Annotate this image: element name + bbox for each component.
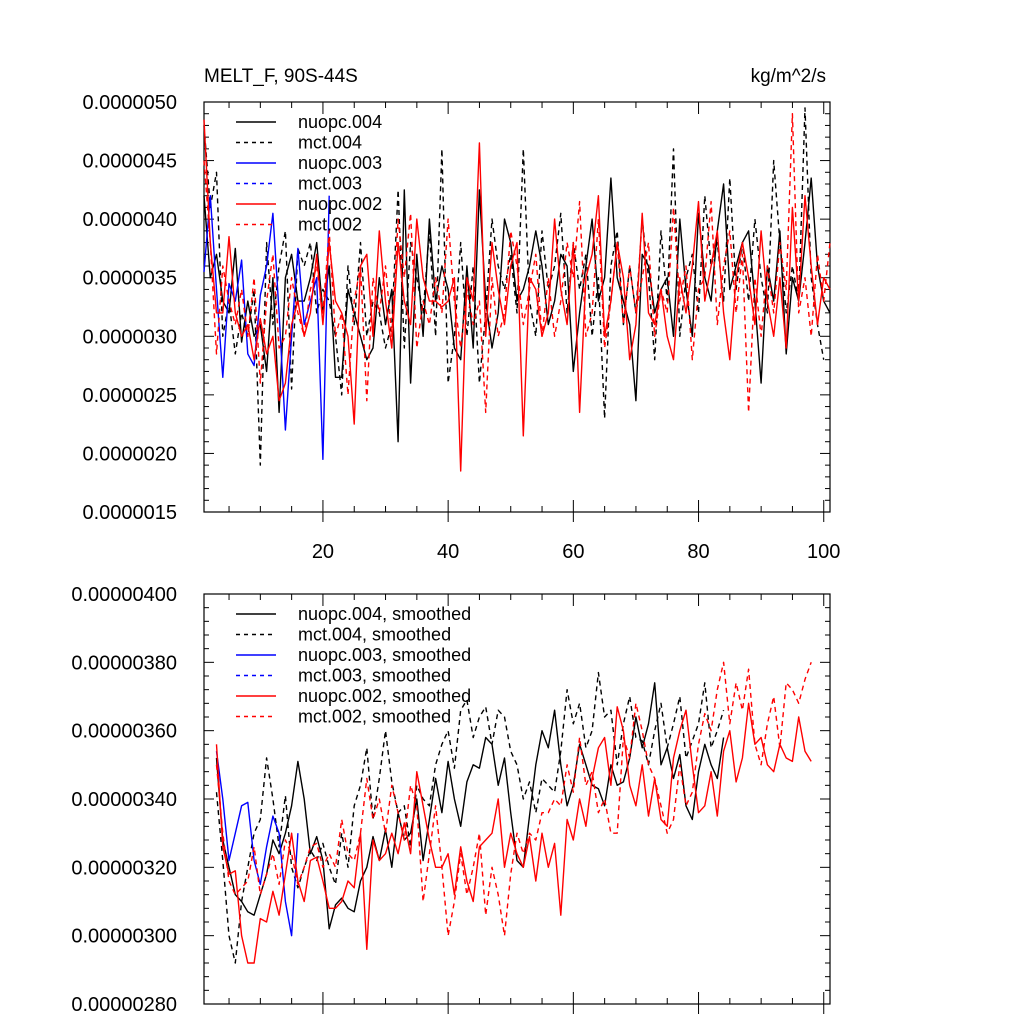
series-group [215, 661, 812, 964]
y-tick-label: 0.0000050 [82, 92, 177, 114]
x-tick-label: 60 [562, 541, 584, 563]
y-tick-label: 0.0000035 [82, 268, 177, 290]
series-group [203, 107, 831, 472]
y-tick-label: 0.0000020 [82, 443, 177, 465]
legend-label: mct.004 [298, 133, 362, 153]
legend-label: mct.004, smoothed [298, 625, 451, 645]
legend: nuopc.004mct.004nuopc.003mct.003nuopc.00… [236, 112, 382, 235]
series-line-nuopc-002-smoothed [215, 702, 812, 964]
x-tick-label: 20 [312, 541, 334, 563]
legend-label: nuopc.004, smoothed [298, 604, 471, 624]
legend-label: nuopc.002 [298, 194, 382, 214]
y-tick-label: 0.00000280 [71, 994, 177, 1016]
y-tick-label: 0.00000340 [71, 789, 177, 811]
series-line-mct-002 [203, 112, 831, 414]
legend-label: nuopc.002, smoothed [298, 686, 471, 706]
top-panel: MELT_F, 90S-44S kg/m^2/s 0.00000150.0000… [82, 66, 840, 563]
legend-label: mct.003, smoothed [298, 666, 451, 686]
bottom-panel: 0.00000280 0.00000300 0.00000320 0.00000340… [71, 584, 831, 1016]
series-line-mct-004 [203, 107, 825, 466]
series-line-nuopc-002 [203, 119, 831, 472]
y-tick-label: 0.0000025 [82, 385, 177, 407]
series-line-nuopc-004-smoothed [215, 682, 725, 930]
y-tick-label: 0.00000400 [71, 584, 177, 606]
axis-ticks [204, 593, 830, 1014]
x-tick-label: 100 [807, 541, 840, 563]
legend-label: mct.002 [298, 215, 362, 235]
y-tick-label: 0.0000015 [82, 502, 177, 524]
legend-label: mct.002, smoothed [298, 707, 451, 727]
series-line-nuopc-003-smoothed [215, 751, 299, 937]
y-tick-label: 0.0000045 [82, 151, 177, 173]
y-tick-label: 0.00000300 [71, 926, 177, 948]
legend-label: mct.003 [298, 174, 362, 194]
series-line-mct-002-smoothed [215, 661, 812, 937]
chart-units: kg/m^2/s [751, 66, 826, 87]
y-tick-label: 0.00000380 [71, 652, 177, 674]
legend-label: nuopc.004 [298, 112, 382, 132]
plot-frame [203, 101, 831, 513]
x-tick-label: 80 [687, 541, 709, 563]
tick-labels: 0.00000280 0.00000300 0.00000320 0.00000340… [71, 584, 177, 1016]
y-tick-label: 0.00000320 [71, 857, 177, 879]
legend-label: nuopc.003 [298, 153, 382, 173]
y-tick-label: 0.0000040 [82, 209, 177, 231]
x-tick-label: 40 [437, 541, 459, 563]
y-tick-label: 0.0000030 [82, 326, 177, 348]
legend-label: nuopc.003, smoothed [298, 645, 471, 665]
y-tick-label: 0.00000360 [71, 721, 177, 743]
chart-title: MELT_F, 90S-44S [204, 66, 358, 87]
series-line-nuopc-004 [203, 177, 831, 443]
tick-labels: 0.0000015 0.0000020 0.0000025 0.0000030 0.00… [82, 92, 840, 563]
